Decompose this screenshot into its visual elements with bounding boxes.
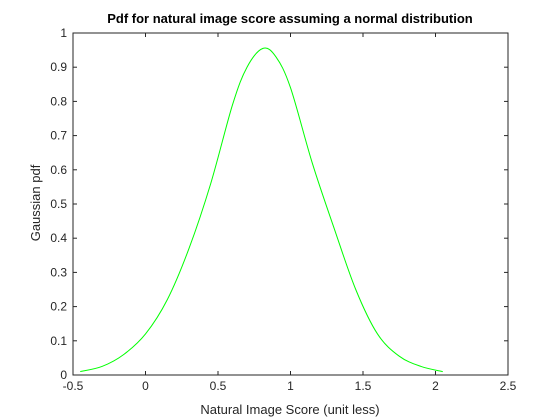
plot-frame [73,33,508,375]
x-tick-label: 2.5 [500,379,517,393]
y-tick-label: 0.5 [50,197,67,211]
y-tick-label: 0.7 [50,129,67,143]
plot-area [73,33,508,375]
y-tick-label: 1 [60,26,67,40]
chart-title: Pdf for natural image score assuming a n… [107,11,473,26]
y-axis-label: Gaussian pdf [28,164,43,241]
y-tick-label: 0 [60,368,67,382]
y-tick-label: 0.8 [50,94,67,108]
series-layer [80,48,443,372]
y-tick-label: 0.6 [50,163,67,177]
y-tick-label: 0.9 [50,60,67,74]
x-tick-label: 0 [142,379,149,393]
axis-ticks: -0.5 0 0.5 1 1.5 2 2.500.10.20.30.40.50.60.70.… [50,26,516,393]
series-line [80,48,443,372]
x-tick-label: 2 [432,379,439,393]
x-tick-label: 0.5 [210,379,227,393]
x-axis-label: Natural Image Score (unit less) [200,402,379,417]
y-tick-label: 0.3 [50,265,67,279]
x-tick-label: 1.5 [355,379,372,393]
x-tick-label: 1 [287,379,294,393]
y-tick-label: 0.4 [50,231,67,245]
y-tick-label: 0.1 [50,334,67,348]
y-tick-label: 0.2 [50,300,67,314]
